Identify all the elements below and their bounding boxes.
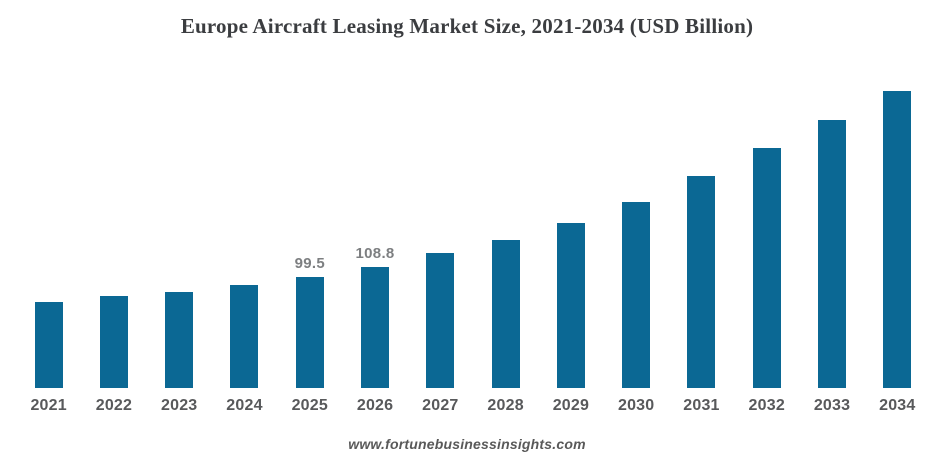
data-label-2026: 108.8 xyxy=(355,245,395,262)
bar-2025 xyxy=(295,277,324,388)
x-tick-2025: 2025 xyxy=(291,397,328,414)
plot-area: 99.5 108.8 xyxy=(16,42,930,388)
bar-2032 xyxy=(752,148,781,388)
bar-column-2025: 99.5 xyxy=(277,255,342,388)
x-tick-2029: 2029 xyxy=(552,397,590,414)
x-tick-2022: 2022 xyxy=(95,397,133,414)
x-tick-2027: 2027 xyxy=(422,397,459,414)
bar-column-2028 xyxy=(473,240,538,388)
bar-column-2023 xyxy=(147,292,212,388)
bar-2034 xyxy=(883,91,912,388)
bar-2031 xyxy=(687,176,716,388)
chart-title: Europe Aircraft Leasing Market Size, 202… xyxy=(180,14,754,38)
x-tick-2032: 2032 xyxy=(748,397,785,414)
x-tick-2024: 2024 xyxy=(226,397,263,414)
bar-column-2024 xyxy=(212,285,277,388)
x-tick-2026: 2026 xyxy=(356,397,394,414)
bar-column-2029 xyxy=(538,223,603,388)
bar-column-2032 xyxy=(734,148,799,388)
bar-2028 xyxy=(491,240,520,388)
bar-2029 xyxy=(556,223,585,388)
bar-2023 xyxy=(165,292,194,388)
bar-column-2022 xyxy=(81,296,146,388)
bar-2027 xyxy=(426,253,455,388)
bar-column-2030 xyxy=(604,202,669,388)
bar-column-2027 xyxy=(408,253,473,388)
bar-column-2031 xyxy=(669,176,734,388)
bar-2021 xyxy=(34,302,63,388)
x-tick-2033: 2033 xyxy=(813,397,851,414)
x-tick-2023: 2023 xyxy=(161,397,198,414)
bar-2030 xyxy=(622,202,651,388)
bar-2026 xyxy=(361,267,390,388)
x-tick-2034: 2034 xyxy=(879,397,916,414)
data-label-2025: 99.5 xyxy=(294,255,325,272)
bar-column-2034 xyxy=(865,91,930,388)
source-text: www.fortunebusinessinsights.com xyxy=(348,436,586,452)
bar-2033 xyxy=(818,120,847,388)
bar-column-2026: 108.8 xyxy=(342,245,407,388)
bar-column-2021 xyxy=(16,302,81,388)
bar-2022 xyxy=(99,296,128,388)
x-tick-2021: 2021 xyxy=(30,397,67,414)
bar-column-2033 xyxy=(799,120,864,388)
bar-2024 xyxy=(230,285,259,388)
x-tick-2031: 2031 xyxy=(683,397,720,414)
x-tick-2028: 2028 xyxy=(487,397,524,414)
x-tick-2030: 2030 xyxy=(617,397,655,414)
x-axis: 2021 2022 2023 2024 2025 2026 2027 2028 2029 2030… xyxy=(16,388,930,415)
